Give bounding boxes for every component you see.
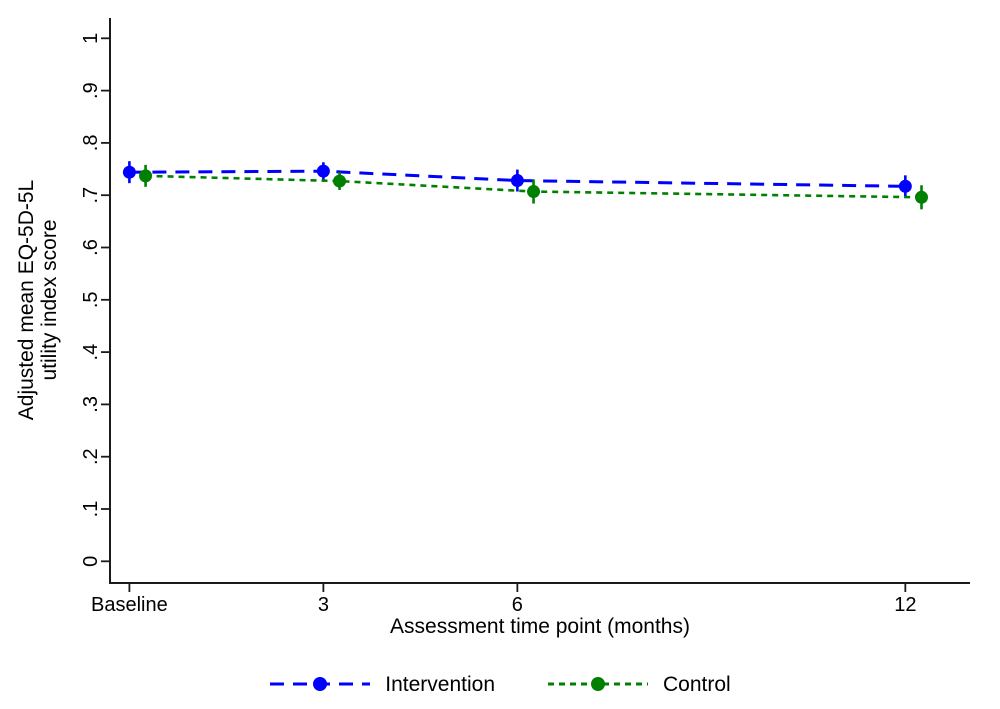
y-axis-tick-label: 0 [80, 556, 102, 567]
y-axis-tick-label: .5 [80, 291, 102, 308]
y-axis-title-line1: Adjusted mean EQ-5D-5L [15, 180, 38, 420]
legend-item-control: Control [547, 673, 731, 695]
y-axis-tick-label: .2 [80, 448, 102, 465]
x-axis-tick-label: Baseline [91, 594, 168, 616]
data-point-intervention-baseline [122, 165, 136, 179]
intervention-line-swatch [270, 677, 371, 691]
y-axis-tick-label: .9 [80, 82, 102, 99]
legend-marker-control [591, 677, 606, 691]
x-axis-title: Assessment time point (months) [390, 615, 690, 638]
y-axis-tick-label: .3 [80, 396, 102, 413]
legend-marker-intervention [313, 677, 328, 691]
x-axis-tick-label: 3 [318, 594, 329, 616]
data-point-control-12 [915, 190, 929, 204]
y-axis-tick-label: .6 [80, 239, 102, 256]
legend-label-control: Control [663, 672, 731, 696]
y-axis-title-line2: utility index score [38, 219, 61, 380]
series-line-control [145, 174, 922, 199]
data-point-intervention-12 [898, 179, 912, 193]
y-axis-tick-label: .1 [80, 501, 102, 518]
legend: Intervention Control [0, 662, 1000, 706]
data-point-control-3 [333, 174, 347, 188]
data-point-intervention-3 [316, 164, 330, 178]
plot-area: 0 .1 .2 .3 .4 .5 .6 .7 .8 .9 1 Baseline 3 6 12 Adjusted… [15, 18, 970, 638]
axis-lines [109, 18, 970, 584]
x-axis-tick-label: 12 [894, 594, 916, 616]
y-axis-tick-label: .4 [80, 344, 102, 361]
legend-label-intervention: Intervention [385, 672, 496, 696]
x-axis-tick-label: 6 [512, 594, 523, 616]
y-axis-tick-label: .8 [80, 135, 102, 152]
y-axis-tick-label: .7 [80, 187, 102, 204]
series-line-intervention [129, 169, 906, 188]
legend-item-intervention: Intervention [269, 673, 495, 695]
data-point-intervention-6 [510, 174, 524, 188]
data-point-control-baseline [139, 169, 153, 183]
control-line-swatch [548, 677, 649, 691]
data-point-control-6 [527, 185, 541, 199]
y-axis-tick-label: 1 [80, 33, 102, 44]
